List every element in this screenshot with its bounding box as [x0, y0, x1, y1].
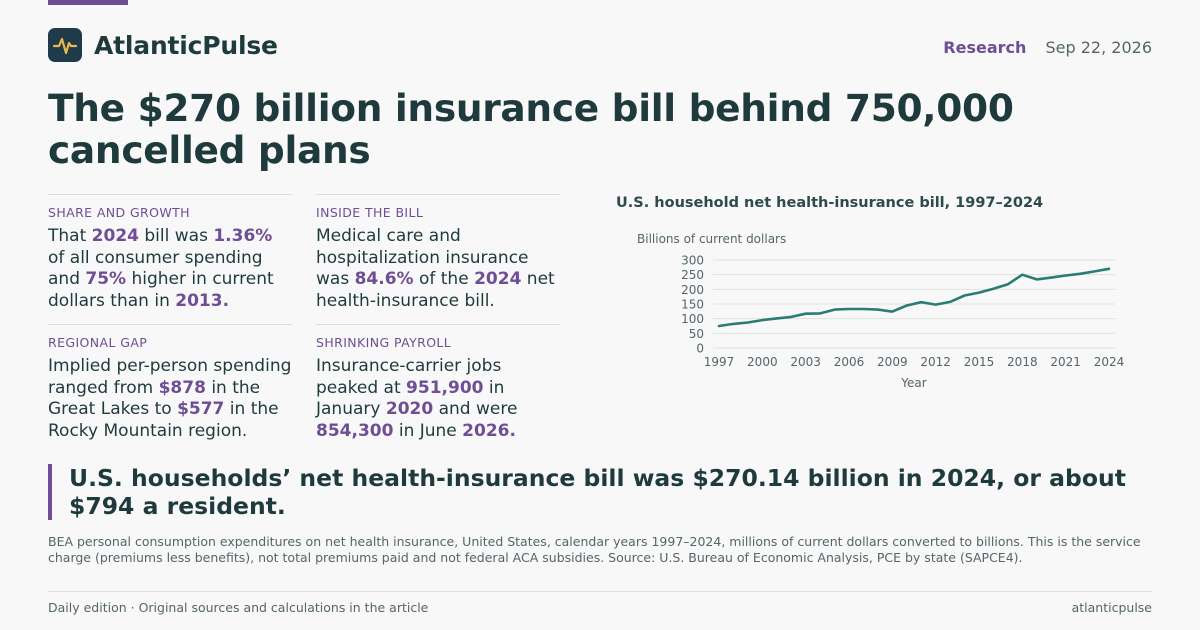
data-point — [1093, 270, 1096, 273]
callout: U.S. households’ net health-insurance bi… — [48, 464, 1152, 520]
x-tick-label: 2021 — [1050, 355, 1081, 369]
data-point — [934, 303, 937, 306]
stat-text: That 2024 bill was 1.36% of all consumer… — [48, 226, 274, 312]
stat-card-regional: Regional gap Implied per-person spending… — [48, 324, 292, 443]
data-point — [718, 325, 720, 327]
x-tick-label: 2018 — [1007, 355, 1038, 369]
data-point — [1021, 273, 1024, 276]
footer-divider — [48, 591, 1152, 592]
page-title: The $270 billion insurance bill behind 7… — [48, 86, 1014, 172]
pulse-icon — [52, 37, 78, 55]
data-point — [862, 308, 865, 310]
stat-card-inside: Inside the bill Medical care and hospita… — [316, 194, 560, 313]
data-point — [746, 321, 749, 324]
x-tick-label: 2024 — [1094, 355, 1125, 369]
site-header: AtlanticPulse Research Sep 22, 2026 — [48, 28, 1152, 64]
stat-card-share: Share and growth That 2024 bill was 1.36… — [48, 194, 292, 313]
stat-text: Insurance-carrier jobs peaked at 951,900… — [316, 356, 518, 442]
data-point — [761, 319, 764, 322]
data-point — [920, 301, 923, 304]
data-point — [876, 308, 879, 311]
data-point — [775, 317, 778, 320]
stat-card-payroll: Shrinking payroll Insurance-carrier jobs… — [316, 324, 560, 443]
data-point — [732, 323, 735, 325]
data-point — [790, 316, 793, 318]
brand-name[interactable]: AtlanticPulse — [94, 31, 278, 60]
x-axis-label: Year — [900, 376, 926, 390]
x-tick-label: 2009 — [877, 355, 908, 369]
data-point — [1108, 267, 1110, 270]
line-chart: U.S. household net health-insurance bill… — [600, 190, 1152, 400]
data-point — [848, 308, 850, 310]
x-tick-label: 2015 — [964, 355, 995, 369]
data-point — [1050, 276, 1053, 279]
data-point — [1064, 274, 1067, 277]
y-tick-label: 0 — [696, 342, 704, 356]
y-tick-label: 300 — [681, 254, 704, 268]
stat-label: Shrinking payroll — [316, 335, 452, 350]
data-point — [963, 294, 966, 297]
y-tick-label: 50 — [689, 327, 704, 341]
data-point — [1006, 283, 1009, 286]
publish-date: Sep 22, 2026 — [1045, 38, 1153, 57]
data-point — [949, 301, 952, 303]
data-point — [1079, 272, 1082, 275]
data-point — [978, 291, 980, 294]
x-tick-label: 2012 — [920, 355, 951, 369]
chart-series — [717, 267, 1111, 328]
section-link[interactable]: Research — [943, 38, 1027, 57]
stat-label: Regional gap — [48, 335, 148, 350]
data-point — [992, 287, 995, 290]
data-point — [833, 308, 836, 311]
source-note: BEA personal consumption expenditures on… — [48, 534, 1141, 565]
y-tick-label: 250 — [681, 268, 704, 282]
y-tick-label: 150 — [681, 298, 704, 312]
chart-title: U.S. household net health-insurance bill… — [616, 195, 1043, 211]
x-tick-label: 2000 — [747, 355, 778, 369]
chart-svg: U.S. household net health-insurance bill… — [616, 195, 1125, 390]
series-line — [717, 267, 1111, 328]
footer-edition: Daily edition · Original sources and cal… — [48, 600, 429, 615]
callout-text: U.S. households’ net health-insurance bi… — [69, 464, 1126, 520]
y-tick-label: 100 — [681, 312, 704, 326]
brand-logo[interactable] — [48, 28, 82, 62]
y-tick-label: 200 — [681, 283, 704, 297]
header-meta: Research Sep 22, 2026 — [943, 38, 1152, 57]
data-point — [804, 312, 807, 315]
data-point — [905, 304, 908, 307]
data-point — [1035, 278, 1038, 281]
data-point — [819, 312, 822, 315]
stat-text: Implied per-person spending ranged from … — [48, 356, 292, 442]
stat-text: Medical care and hospitalization insuran… — [316, 226, 555, 312]
x-tick-label: 2006 — [834, 355, 865, 369]
stat-label: Share and growth — [48, 205, 190, 220]
x-tick-label: 1997 — [704, 355, 735, 369]
footer-site[interactable]: atlanticpulse — [1071, 600, 1152, 615]
x-tick-label: 2003 — [790, 355, 821, 369]
top-accent-bar — [48, 0, 128, 5]
y-axis-label: Billions of current dollars — [637, 232, 786, 246]
data-point — [891, 310, 894, 313]
x-tick-labels: 1997 2000 2003 2006 2009 2012 2015 2018 2021 2024 — [704, 355, 1125, 369]
stat-label: Inside the bill — [316, 205, 424, 220]
